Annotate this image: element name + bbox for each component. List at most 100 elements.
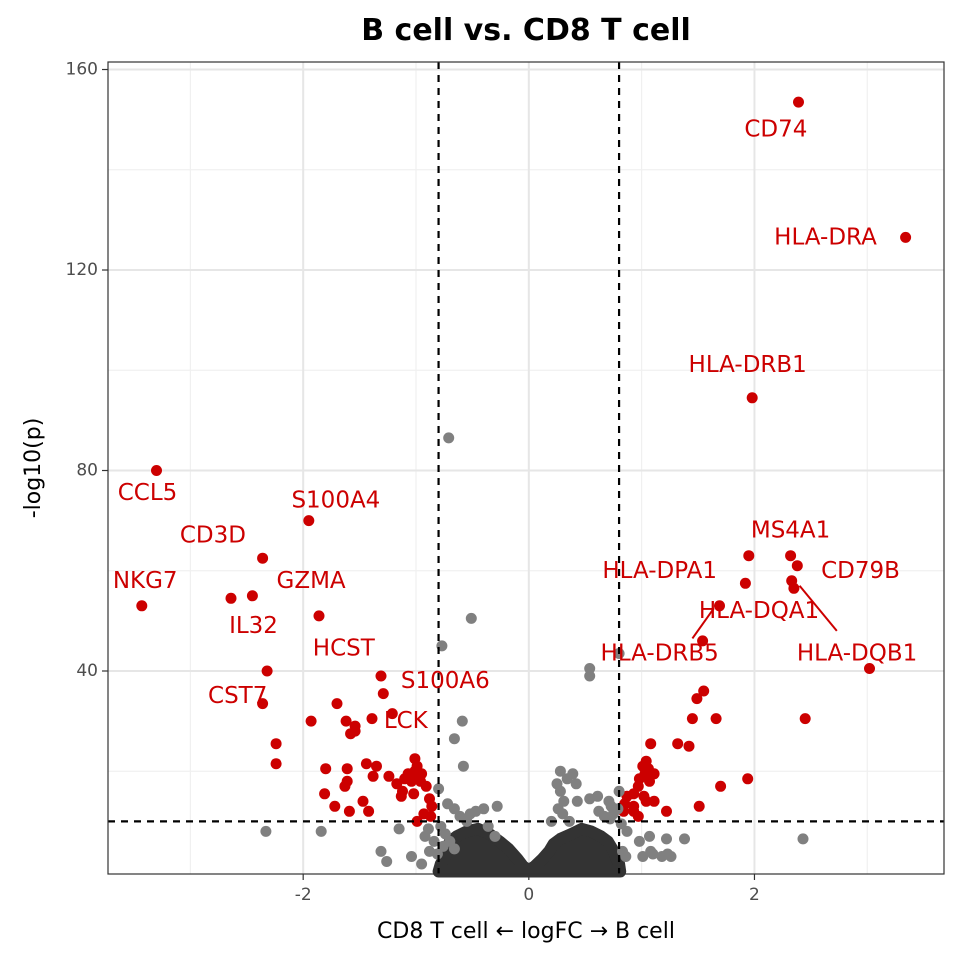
significant-point	[715, 780, 727, 792]
significant-point	[785, 550, 797, 562]
significant-point	[683, 740, 695, 752]
significant-point	[686, 713, 698, 725]
data-points	[136, 96, 912, 870]
gene-label: S100A4	[291, 488, 380, 514]
significant-point	[371, 760, 382, 772]
nonsignificant-point	[604, 813, 616, 825]
y-tick-label: 40	[76, 661, 98, 681]
significant-point	[357, 795, 369, 807]
gene-label: HLA-DRB5	[601, 641, 719, 667]
label-connector	[691, 607, 715, 640]
gene-label: CD79B	[821, 558, 900, 584]
nonsignificant-point	[797, 833, 809, 845]
gene-label: HLA-DQB1	[797, 641, 917, 667]
nonsignificant-point	[661, 833, 672, 845]
significant-point	[360, 758, 372, 770]
nonsignificant-point	[558, 795, 570, 807]
significant-point	[329, 800, 341, 812]
nonsignificant-point	[448, 803, 460, 815]
significant-point	[406, 775, 417, 787]
nonsignificant-point	[491, 800, 503, 812]
significant-point	[363, 805, 375, 817]
significant-point	[366, 713, 378, 725]
nonsignificant-point	[662, 848, 674, 860]
significant-point	[693, 800, 705, 812]
significant-point	[377, 688, 389, 700]
nonsignificant-point	[381, 856, 393, 867]
significant-point	[375, 670, 387, 682]
nonsignificant-point	[592, 790, 604, 802]
significant-point	[261, 665, 273, 677]
significant-point	[743, 550, 755, 562]
significant-point	[349, 725, 361, 737]
nonsignificant-point	[448, 733, 460, 745]
significant-point	[383, 770, 395, 782]
nonsignificant-point	[647, 848, 659, 860]
significant-point	[257, 552, 269, 564]
nonsignificant-point	[393, 823, 405, 835]
label-connectors	[691, 585, 838, 640]
nonsignificant-point	[633, 835, 645, 847]
nonsignificant-point	[637, 851, 649, 862]
significant-point	[799, 713, 811, 725]
significant-point	[672, 738, 684, 750]
y-tick-label: 80	[76, 461, 98, 481]
gene-label: HCST	[313, 635, 376, 661]
significant-point	[136, 600, 148, 612]
nonsignificant-point	[433, 783, 445, 795]
significant-point	[425, 810, 437, 822]
nonsignificant-point	[406, 851, 417, 862]
significant-point	[367, 770, 379, 782]
significant-point	[661, 805, 672, 817]
nonsignificant-point	[457, 760, 469, 772]
y-tick-label: 120	[66, 260, 98, 280]
nonsignificant-point	[419, 830, 431, 842]
significant-point	[742, 773, 754, 785]
significant-point	[409, 753, 421, 765]
x-tick-label: -2	[295, 885, 312, 905]
nonsignificant-point	[437, 840, 449, 852]
significant-point	[710, 713, 722, 725]
significant-point	[305, 715, 317, 727]
significant-point	[864, 663, 875, 674]
gene-label: HLA-DRA	[774, 224, 877, 250]
significant-point	[386, 708, 398, 720]
nonsignificant-point	[465, 612, 477, 624]
nonsignificant-point	[443, 432, 455, 444]
significant-point	[395, 790, 407, 802]
nonsignificant-point	[679, 833, 690, 845]
nonsignificant-point	[448, 843, 460, 855]
nonsignificant-point	[260, 825, 272, 837]
nonsignificant-point	[612, 803, 624, 815]
significant-point	[645, 738, 657, 750]
nonsignificant-point	[424, 845, 435, 857]
gene-label: CST7	[208, 683, 267, 709]
nonsignificant-point	[456, 715, 468, 727]
x-axis-title: CD8 T cell ← logFC → B cell	[377, 919, 675, 944]
significant-point	[225, 592, 237, 604]
significant-point	[697, 635, 709, 647]
nonsignificant-point	[570, 778, 582, 790]
nonsignificant-point	[315, 825, 327, 837]
significant-point	[648, 795, 660, 807]
nonsignificant-point	[571, 795, 583, 807]
gene-label: CD3D	[180, 523, 246, 549]
significant-point	[411, 815, 423, 827]
nonsignificant-point	[620, 851, 632, 862]
significant-point	[151, 465, 162, 476]
nonsignificant-point	[478, 803, 490, 815]
significant-point	[714, 600, 725, 612]
gene-label: IL32	[229, 613, 278, 639]
significant-point	[320, 763, 332, 775]
significant-point	[420, 780, 432, 792]
significant-point	[426, 800, 438, 812]
significant-point	[793, 96, 804, 108]
gene-label: NKG7	[113, 568, 178, 594]
significant-point	[341, 763, 353, 775]
significant-point	[640, 795, 652, 807]
nonsignificant-point	[567, 768, 579, 780]
significant-point	[343, 805, 355, 817]
y-axis-ticks: 40 80 120 160	[66, 60, 108, 681]
significant-point	[303, 515, 315, 527]
